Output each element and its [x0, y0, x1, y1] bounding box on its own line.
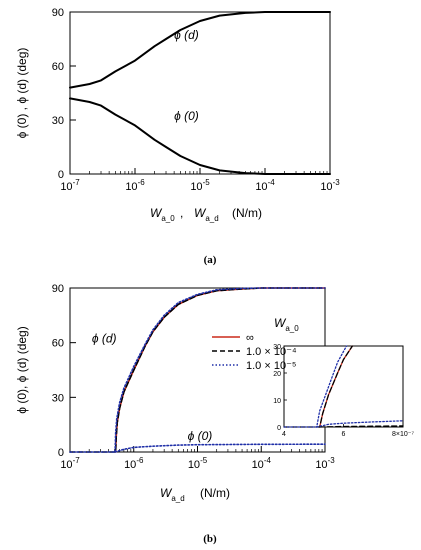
- x-axis-label-w2: Wa_d: [194, 206, 219, 223]
- panel-a-chart: 10-7 10-6 10-5 10-4 10-3 0 30 60 90 ϕ (d) ϕ (0) ϕ (…: [15, 7, 340, 223]
- legend-entry-label: ∞: [246, 332, 254, 344]
- x-axis-label-w1: Wa_0: [150, 206, 175, 223]
- y-tick-label: 90: [52, 7, 64, 19]
- legend-title: Wa_0: [274, 316, 299, 333]
- panel-b-chart: 10-7 10-6 10-5 10-4 10-3 0 30 60 90 ϕ (d) ϕ (0) ϕ (…: [15, 283, 335, 503]
- panel-b-3-series-line: [114, 443, 326, 453]
- inset-frame: [283, 345, 404, 428]
- inset-x-tick-label: 8×10⁻⁷: [392, 431, 414, 438]
- panel-b-2-series-line: [69, 287, 326, 453]
- inset-x-tick-label: 4: [282, 431, 286, 438]
- y-axis-label: ϕ (0) , ϕ (d) (deg): [15, 48, 29, 139]
- y-tick-label: 60: [52, 61, 64, 73]
- x-axis-label-w1: Wa_d: [160, 486, 185, 503]
- legend-entry-label: 1.0 × 10⁻⁵: [246, 360, 296, 372]
- panel-a-0-series-line: [69, 11, 331, 89]
- panel-b-inset-chart: 0 10 20 30 4 6 8×10⁻⁷: [273, 344, 414, 438]
- panel-b-legend: Wa_0 ∞ 1.0 × 10⁻⁴ 1.0 × 10⁻⁵: [212, 316, 299, 372]
- inset-y-tick-label: 30: [273, 344, 281, 351]
- x-tick-label: 10-7: [60, 456, 80, 471]
- inset-4-series-line: [316, 420, 404, 428]
- x-tick-label: 10-5: [188, 456, 208, 471]
- y-tick-label: 0: [58, 169, 64, 181]
- inset-y-tick-label: 20: [273, 371, 281, 378]
- x-tick-label: 10-3: [320, 178, 340, 193]
- y-axis-label: ϕ (0), ϕ (d) (deg): [15, 326, 29, 413]
- x-tick-label: 10-6: [125, 178, 145, 193]
- x-tick-label: 10-5: [190, 178, 210, 193]
- x-axis-label-unit: (N/m): [200, 486, 230, 500]
- y-tick-label: 30: [52, 392, 64, 404]
- inset-y-tick-label: 0: [277, 425, 281, 432]
- x-axis-label-unit: (N/m): [232, 206, 262, 220]
- y-tick-label: 0: [58, 447, 64, 459]
- panel-a-label: (a): [204, 254, 217, 266]
- y-tick-label: 60: [52, 338, 64, 350]
- series-annotation: ϕ (0): [174, 109, 199, 123]
- y-tick-label: 90: [52, 283, 64, 295]
- series-annotation: ϕ (0): [188, 429, 213, 443]
- x-tick-label: 10-4: [252, 456, 272, 471]
- panel-b-label: (b): [203, 533, 217, 545]
- plot-frame: [69, 11, 331, 175]
- x-tick-label: 10-4: [255, 178, 275, 193]
- inset-y-tick-label: 10: [273, 398, 281, 405]
- panel-a-1-series-line: [69, 97, 331, 175]
- legend-entry-label: 1.0 × 10⁻⁴: [246, 346, 297, 358]
- series-annotation: ϕ (d): [174, 28, 199, 42]
- y-tick-label: 30: [52, 115, 64, 127]
- x-axis-label-sep: ,: [180, 206, 183, 220]
- x-tick-label: 10-3: [315, 456, 335, 471]
- series-annotation: ϕ (d): [92, 332, 117, 346]
- inset-2-series-line: [319, 425, 404, 428]
- inset-x-tick-label: 6: [342, 431, 346, 438]
- x-tick-label: 10-6: [124, 456, 144, 471]
- x-tick-label: 10-7: [60, 178, 80, 193]
